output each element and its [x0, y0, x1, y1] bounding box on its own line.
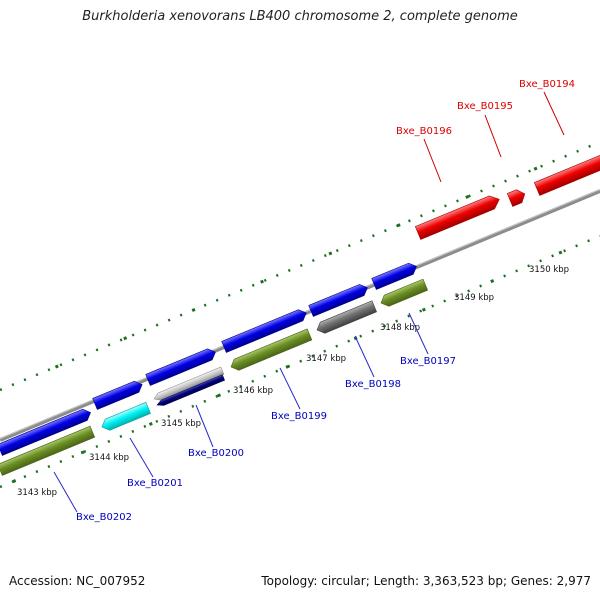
scale-label: 3146 kbp: [233, 386, 273, 396]
gene-label-bxe-b0199[interactable]: Bxe_B0199: [271, 411, 327, 422]
gene-label-bxe-b0201[interactable]: Bxe_B0201: [127, 478, 183, 489]
gene-feature-bxe-b0198[interactable]: [315, 300, 377, 336]
outer-tick-track: [0, 140, 600, 392]
genome-stats: Topology: circular; Length: 3,363,523 bp…: [261, 574, 591, 588]
accession-value: NC_007952: [76, 574, 146, 588]
scale-label: 3144 kbp: [89, 453, 129, 463]
gene-label-bxe-b0195[interactable]: Bxe_B0195: [457, 101, 513, 112]
gene-label-bxe-b0202[interactable]: Bxe_B0202: [76, 512, 132, 523]
gene-feature-fwd-4[interactable]: [221, 307, 309, 353]
gene-label-bxe-b0200[interactable]: Bxe_B0200: [188, 448, 244, 459]
genes-label: Genes:: [510, 574, 553, 588]
gene-label-bxe-b0194[interactable]: Bxe_B0194: [519, 79, 575, 90]
gene-feature-bxe-b0197[interactable]: [379, 278, 429, 308]
length-label: Length:: [373, 574, 420, 588]
gene-labels: Bxe_B0202 Bxe_B0201 Bxe_B0200 Bxe_B0199 …: [76, 79, 575, 523]
scale-label: 3143 kbp: [17, 488, 57, 498]
scale-label: 3150 kbp: [529, 265, 569, 275]
scale-label: 3148 kbp: [380, 323, 420, 333]
accession-label: Accession:: [9, 574, 73, 588]
scale-label: 3145 kbp: [161, 419, 201, 429]
inner-minor-ticks: [0, 234, 600, 489]
gene-feature-fwd-3[interactable]: [145, 347, 218, 386]
gene-feature-bxe-b0195[interactable]: [506, 187, 527, 207]
gene-feature-bxe-b0201[interactable]: [100, 401, 151, 432]
gene-leader-lines: [53, 312, 429, 513]
gene-feature-bxe-b0199[interactable]: [229, 328, 313, 373]
scale-labels: 3143 kbp 3144 kbp 3145 kbp 3146 kbp 3147…: [17, 265, 569, 498]
scale-label: 3149 kbp: [454, 293, 494, 303]
topology-value: circular: [321, 574, 366, 588]
gene-label-bxe-b0197[interactable]: Bxe_B0197: [400, 356, 456, 367]
gene-feature-fwd-6[interactable]: [371, 261, 419, 290]
gene-label-bxe-b0198[interactable]: Bxe_B0198: [345, 379, 401, 390]
scale-label: 3147 kbp: [306, 354, 346, 364]
length-value: 3,363,523 bp: [422, 574, 503, 588]
map-title: Burkholderia xenovorans LB400 chromosome…: [82, 9, 518, 24]
inner-tick-track: [0, 234, 600, 489]
outer-major-ticks: [0, 140, 600, 392]
gene-feature-fwd-1[interactable]: [0, 407, 93, 456]
gene-feature-navy[interactable]: [156, 374, 225, 408]
gene-label-bxe-b0196[interactable]: Bxe_B0196: [396, 126, 452, 137]
accession-info: Accession: NC_007952: [9, 574, 145, 588]
gene-feature-bxe-b0196[interactable]: [414, 193, 502, 240]
gene-feature-bxe-b0202[interactable]: [0, 425, 96, 476]
genes-value: 2,977: [556, 574, 591, 588]
gene-feature-bxe-b0194[interactable]: [533, 151, 600, 196]
gene-leader-lines-red: [423, 91, 565, 183]
forward-strand-track: [0, 151, 600, 456]
gene-feature-fwd-2[interactable]: [92, 379, 145, 410]
topology-label: Topology:: [261, 574, 318, 588]
gene-feature-fwd-5[interactable]: [308, 282, 370, 317]
reverse-strand-track: [0, 278, 429, 476]
